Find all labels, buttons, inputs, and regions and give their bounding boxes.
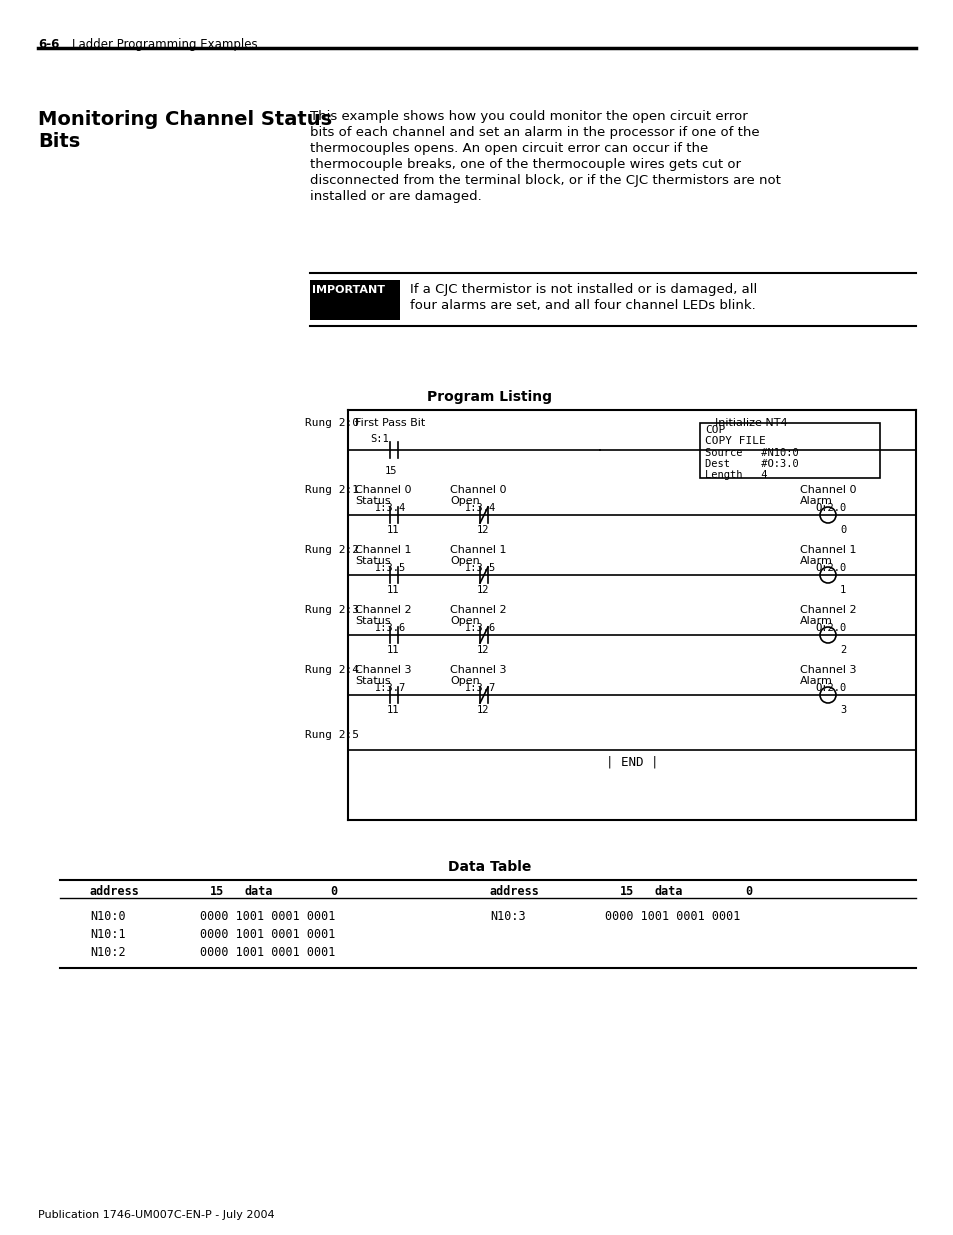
Text: Status: Status — [355, 556, 390, 566]
Text: Open: Open — [450, 556, 479, 566]
Text: Alarm: Alarm — [800, 616, 832, 626]
Text: Initialize NT4: Initialize NT4 — [714, 417, 787, 429]
Text: COPY FILE: COPY FILE — [704, 436, 765, 446]
Text: I:3.4: I:3.4 — [464, 503, 496, 513]
Text: If a CJC thermistor is not installed or is damaged, all: If a CJC thermistor is not installed or … — [410, 283, 757, 296]
Text: Channel 2: Channel 2 — [800, 605, 856, 615]
Text: Channel 1: Channel 1 — [450, 545, 506, 555]
Text: Alarm: Alarm — [800, 496, 832, 506]
Text: Channel 2: Channel 2 — [355, 605, 411, 615]
Text: 0000 1001 0001 0001: 0000 1001 0001 0001 — [604, 910, 740, 923]
Text: Channel 0: Channel 0 — [355, 485, 411, 495]
Bar — [310, 280, 399, 320]
Text: I:3.6: I:3.6 — [464, 622, 496, 634]
Text: Rung 2:0: Rung 2:0 — [305, 417, 358, 429]
Text: N10:2: N10:2 — [90, 946, 126, 960]
Text: Channel 1: Channel 1 — [355, 545, 411, 555]
Text: 0000 1001 0001 0001: 0000 1001 0001 0001 — [200, 927, 335, 941]
Text: Program Listing: Program Listing — [427, 390, 552, 404]
Text: 12: 12 — [476, 645, 489, 655]
Text: Channel 3: Channel 3 — [355, 664, 411, 676]
Text: COP: COP — [704, 425, 724, 435]
Text: I:3.7: I:3.7 — [464, 683, 496, 693]
Text: Status: Status — [355, 616, 390, 626]
Text: Rung 2:2: Rung 2:2 — [305, 545, 358, 555]
Text: Bits: Bits — [38, 132, 80, 151]
Text: Alarm: Alarm — [800, 556, 832, 566]
Text: disconnected from the terminal block, or if the CJC thermistors are not: disconnected from the terminal block, or… — [310, 174, 781, 186]
Text: 0000 1001 0001 0001: 0000 1001 0001 0001 — [200, 946, 335, 960]
Text: | END |: | END | — [605, 755, 658, 768]
Text: 11: 11 — [387, 525, 399, 535]
Text: Open: Open — [450, 616, 479, 626]
Text: 11: 11 — [387, 645, 399, 655]
Text: 11: 11 — [387, 705, 399, 715]
Text: 6-6: 6-6 — [38, 38, 59, 51]
Text: Channel 3: Channel 3 — [800, 664, 856, 676]
Text: Channel 3: Channel 3 — [450, 664, 506, 676]
Text: 3: 3 — [840, 705, 845, 715]
Text: address: address — [90, 885, 140, 898]
Text: Channel 0: Channel 0 — [800, 485, 856, 495]
Text: 15: 15 — [210, 885, 224, 898]
Text: I:3.7: I:3.7 — [375, 683, 406, 693]
Text: 15: 15 — [619, 885, 634, 898]
Text: Source   #N10:0: Source #N10:0 — [704, 448, 798, 458]
Text: Rung 2:5: Rung 2:5 — [305, 730, 358, 740]
Text: 1: 1 — [840, 585, 845, 595]
Text: 12: 12 — [476, 585, 489, 595]
Text: Open: Open — [450, 676, 479, 685]
Text: I:3.5: I:3.5 — [464, 563, 496, 573]
Text: Open: Open — [450, 496, 479, 506]
Text: Channel 2: Channel 2 — [450, 605, 506, 615]
Text: data: data — [655, 885, 682, 898]
Text: Channel 1: Channel 1 — [800, 545, 856, 555]
Text: thermocouple breaks, one of the thermocouple wires gets cut or: thermocouple breaks, one of the thermoco… — [310, 158, 740, 170]
Text: 2: 2 — [840, 645, 845, 655]
Text: Rung 2:1: Rung 2:1 — [305, 485, 358, 495]
Text: thermocouples opens. An open circuit error can occur if the: thermocouples opens. An open circuit err… — [310, 142, 707, 156]
Text: Status: Status — [355, 496, 390, 506]
Text: Channel 0: Channel 0 — [450, 485, 506, 495]
Text: Rung 2:3: Rung 2:3 — [305, 605, 358, 615]
Text: 11: 11 — [387, 585, 399, 595]
Text: 0: 0 — [840, 525, 845, 535]
Text: This example shows how you could monitor the open circuit error: This example shows how you could monitor… — [310, 110, 747, 124]
Text: Publication 1746-UM007C-EN-P - July 2004: Publication 1746-UM007C-EN-P - July 2004 — [38, 1210, 274, 1220]
Text: bits of each channel and set an alarm in the processor if one of the: bits of each channel and set an alarm in… — [310, 126, 759, 140]
Text: Dest     #O:3.0: Dest #O:3.0 — [704, 459, 798, 469]
Text: O:2.0: O:2.0 — [814, 563, 845, 573]
Text: Rung 2:4: Rung 2:4 — [305, 664, 358, 676]
Text: Monitoring Channel Status: Monitoring Channel Status — [38, 110, 332, 128]
Text: Ladder Programming Examples: Ladder Programming Examples — [71, 38, 257, 51]
Text: installed or are damaged.: installed or are damaged. — [310, 190, 481, 203]
Text: O:2.0: O:2.0 — [814, 503, 845, 513]
Text: 0000 1001 0001 0001: 0000 1001 0001 0001 — [200, 910, 335, 923]
Bar — [700, 424, 879, 478]
Text: data: data — [245, 885, 274, 898]
Text: O:2.0: O:2.0 — [814, 683, 845, 693]
Text: S:1: S:1 — [370, 433, 388, 445]
Text: 12: 12 — [476, 525, 489, 535]
Text: I:3.6: I:3.6 — [375, 622, 406, 634]
Text: O:2.0: O:2.0 — [814, 622, 845, 634]
Text: I:3.4: I:3.4 — [375, 503, 406, 513]
Text: Length   4: Length 4 — [704, 471, 767, 480]
Text: four alarms are set, and all four channel LEDs blink.: four alarms are set, and all four channe… — [410, 299, 755, 312]
Text: N10:1: N10:1 — [90, 927, 126, 941]
Text: IMPORTANT: IMPORTANT — [312, 285, 385, 295]
Text: Status: Status — [355, 676, 390, 685]
Text: First Pass Bit: First Pass Bit — [355, 417, 425, 429]
Text: 12: 12 — [476, 705, 489, 715]
Text: 15: 15 — [385, 466, 397, 475]
Text: 0: 0 — [744, 885, 751, 898]
Text: N10:0: N10:0 — [90, 910, 126, 923]
Text: Alarm: Alarm — [800, 676, 832, 685]
Text: I:3.5: I:3.5 — [375, 563, 406, 573]
Text: 0: 0 — [330, 885, 336, 898]
Text: Data Table: Data Table — [448, 860, 531, 874]
Text: address: address — [490, 885, 539, 898]
Text: N10:3: N10:3 — [490, 910, 525, 923]
